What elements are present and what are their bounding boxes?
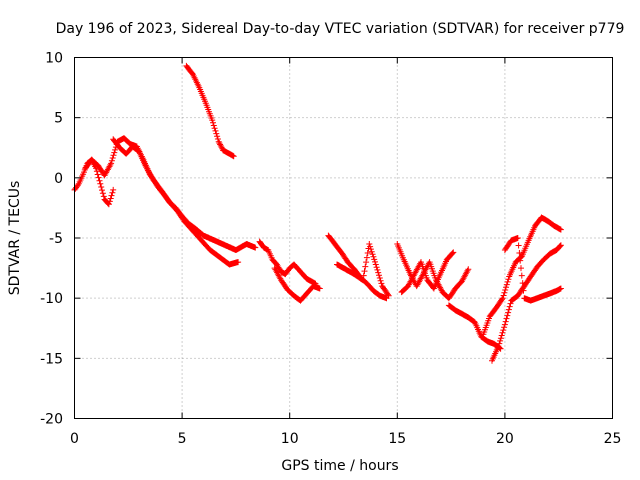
data-marks — [256, 238, 319, 287]
y-tick-labels: -20 -15 -10 -5 0 5 10 — [40, 51, 63, 428]
series-arc-c — [110, 136, 242, 268]
data-marks — [110, 136, 242, 268]
series-arc-i — [394, 241, 472, 302]
data-marks — [394, 241, 472, 302]
x-tick-label: 15 — [388, 431, 406, 447]
data-marks — [183, 62, 237, 160]
series-arc-m — [489, 242, 564, 364]
y-tick-label: 10 — [45, 51, 63, 67]
series-arc-j — [398, 249, 457, 296]
x-tick-label: 5 — [178, 431, 187, 447]
data-marks — [445, 302, 504, 352]
chart-title: Day 196 of 2023, Sidereal Day-to-day VTE… — [56, 21, 625, 37]
series-arc-d — [183, 62, 237, 160]
y-tick-label: -20 — [40, 412, 63, 428]
series-arc-n — [501, 235, 564, 304]
x-tick-label: 0 — [70, 431, 79, 447]
data-marks — [489, 242, 564, 364]
y-tick-label: -10 — [40, 291, 63, 307]
x-axis-label: GPS time / hours — [281, 458, 398, 474]
data-marks — [334, 241, 392, 299]
data-marks — [501, 235, 564, 304]
x-tick-label: 25 — [604, 431, 622, 447]
y-axis-label: SDTVAR / TECUs — [7, 181, 23, 296]
series-arc-k — [445, 302, 504, 352]
y-tick-label: -15 — [40, 351, 63, 367]
series-arc-l — [480, 214, 564, 338]
data-marks — [398, 249, 457, 296]
series-arc-e — [256, 238, 319, 287]
series-arc-h — [334, 241, 392, 299]
axis-ticks — [74, 57, 613, 419]
y-tick-label: 0 — [54, 171, 63, 187]
series-arc-f — [271, 265, 323, 304]
grid — [74, 57, 613, 419]
data-points — [71, 62, 564, 364]
x-tick-label: 20 — [496, 431, 514, 447]
x-tick-labels: 0 5 10 15 20 25 — [70, 431, 621, 447]
x-tick-label: 10 — [281, 431, 299, 447]
data-marks — [271, 265, 323, 304]
y-tick-label: -5 — [49, 231, 63, 247]
series-arc-g — [325, 232, 390, 302]
y-tick-label: 5 — [54, 111, 63, 127]
data-marks — [480, 214, 564, 338]
data-marks — [325, 232, 390, 302]
